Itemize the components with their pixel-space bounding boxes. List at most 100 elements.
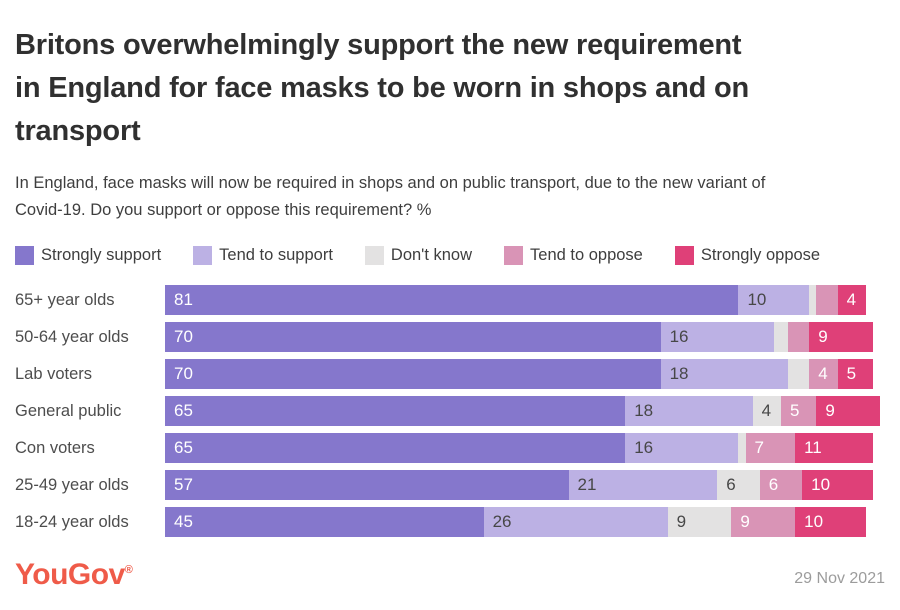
- bar-segment: 5: [837, 359, 873, 389]
- segment-value: 7: [754, 438, 764, 457]
- bar-segment: 81: [165, 285, 739, 315]
- segment-value: 81: [174, 290, 193, 309]
- date-label: 29 Nov 2021: [794, 570, 885, 587]
- category-label: 25-49 year olds: [15, 475, 129, 494]
- segment-value: 45: [174, 512, 193, 531]
- legend-swatch: [364, 245, 384, 265]
- yougov-logo: YouGov®: [15, 558, 133, 592]
- segment-value: 70: [174, 364, 193, 383]
- stacked-bar: 45 26 9 9 10: [165, 507, 866, 537]
- segment-value: 10: [811, 475, 831, 494]
- bar-segment: 26: [483, 507, 668, 537]
- bar-segment: 21: [568, 470, 718, 500]
- bar-segment: 6: [717, 470, 760, 500]
- bar-row: General public 65 18 4 5 9: [15, 396, 900, 426]
- legend-swatch: [504, 245, 524, 265]
- bar-segment: 4: [809, 359, 838, 389]
- stacked-bar: 70 16 9: [165, 322, 873, 352]
- bar-segment: 18: [660, 359, 789, 389]
- bar-segment: 10: [738, 285, 810, 315]
- segment-value: 26: [492, 512, 512, 531]
- bar-segment: [809, 285, 817, 315]
- bar-segment: [816, 285, 838, 315]
- bar-segment: 10: [795, 507, 866, 537]
- bar-segment: 4: [837, 285, 866, 315]
- legend-swatch: [674, 245, 694, 265]
- stacked-bar: 65 18 4 5 9: [165, 396, 881, 426]
- category-label: 50-64 year olds: [15, 327, 129, 346]
- bar-row: Con voters 65 16 7 11: [15, 433, 900, 463]
- legend-label: Tend to oppose: [530, 245, 643, 264]
- bar-segment: 11: [795, 433, 873, 463]
- segment-value: 57: [174, 475, 193, 494]
- title-line: Britons overwhelmingly support the new r…: [15, 29, 742, 61]
- legend-label: Don't know: [390, 245, 473, 264]
- bar-segment: 57: [165, 470, 569, 500]
- bar-segment: 7: [745, 433, 796, 463]
- category-label: Lab voters: [15, 364, 93, 383]
- bar-segment: 6: [759, 470, 803, 500]
- segment-value: 65: [174, 438, 193, 457]
- segment-value: 16: [634, 438, 654, 457]
- bar-row: Lab voters 70 18 4 5: [15, 359, 900, 389]
- legend-item: Don't know: [364, 245, 473, 265]
- segment-value: 4: [761, 401, 772, 420]
- segment-value: 9: [825, 401, 835, 420]
- bar-segment: 16: [660, 322, 774, 352]
- segment-value: 70: [174, 327, 193, 346]
- stacked-bar: 70 18 4 5: [165, 359, 873, 389]
- segment-value: 9: [740, 512, 750, 531]
- title-line: transport: [15, 115, 141, 147]
- bar-segment: 16: [625, 433, 739, 463]
- subtitle-line: Covid-19. Do you support or oppose this …: [15, 201, 432, 219]
- stacked-bar: 81 10 4: [165, 285, 866, 315]
- segment-value: 10: [747, 290, 767, 309]
- segment-value: 5: [789, 401, 800, 420]
- bar-segment: 9: [667, 507, 732, 537]
- segment-value: 6: [768, 475, 779, 494]
- legend-swatch: [15, 245, 34, 265]
- stacked-bar-chart: 65+ year olds 81 10 4 50-64 year olds 70 16 9 La…: [15, 285, 900, 537]
- segment-value: 18: [669, 364, 689, 383]
- bar-segment: 70: [165, 322, 661, 352]
- category-label: 65+ year olds: [15, 290, 115, 309]
- legend-item: Tend to oppose: [504, 245, 643, 265]
- legend-item: Strongly support: [15, 245, 162, 265]
- bar-segment: [788, 359, 810, 389]
- segment-value: 4: [846, 290, 857, 309]
- segment-value: 9: [818, 327, 828, 346]
- chart-subtitle: In England, face masks will now be requi…: [15, 170, 885, 224]
- bar-segment: 65: [165, 433, 626, 463]
- legend-label: Strongly support: [41, 245, 162, 264]
- bar-segment: 9: [816, 396, 881, 426]
- segment-value: 21: [577, 475, 597, 494]
- segment-value: 65: [174, 401, 193, 420]
- bar-segment: 70: [165, 359, 661, 389]
- segment-value: 16: [669, 327, 689, 346]
- segment-value: 11: [804, 438, 822, 457]
- stacked-bar: 57 21 6 6 10: [165, 470, 873, 500]
- bar-segment: 9: [731, 507, 796, 537]
- bar-segment: [738, 433, 746, 463]
- bar-segment: 4: [752, 396, 781, 426]
- segment-value: 6: [726, 475, 736, 494]
- legend-swatch: [193, 245, 213, 265]
- segment-value: 18: [634, 401, 654, 420]
- bar-segment: 5: [780, 396, 817, 426]
- bar-segment: 45: [165, 507, 484, 537]
- segment-value: 4: [818, 364, 828, 383]
- bar-row: 50-64 year olds 70 16 9: [15, 322, 900, 352]
- bar-row: 25-49 year olds 57 21 6 6 10: [15, 470, 900, 500]
- legend-label: Strongly oppose: [700, 245, 821, 264]
- registered-trademark-icon: ®: [124, 564, 133, 576]
- legend-item: Strongly oppose: [674, 245, 821, 265]
- bar-segment: 18: [625, 396, 753, 426]
- bar-segment: [788, 322, 810, 352]
- bar-row: 18-24 year olds 45 26 9 9 10: [15, 507, 900, 537]
- segment-value: 9: [676, 512, 687, 531]
- bar-segment: 10: [802, 470, 873, 500]
- legend-label: Tend to support: [219, 245, 333, 264]
- legend: Strongly support Tend to support Don't kno…: [15, 245, 885, 265]
- category-label: Con voters: [15, 438, 95, 457]
